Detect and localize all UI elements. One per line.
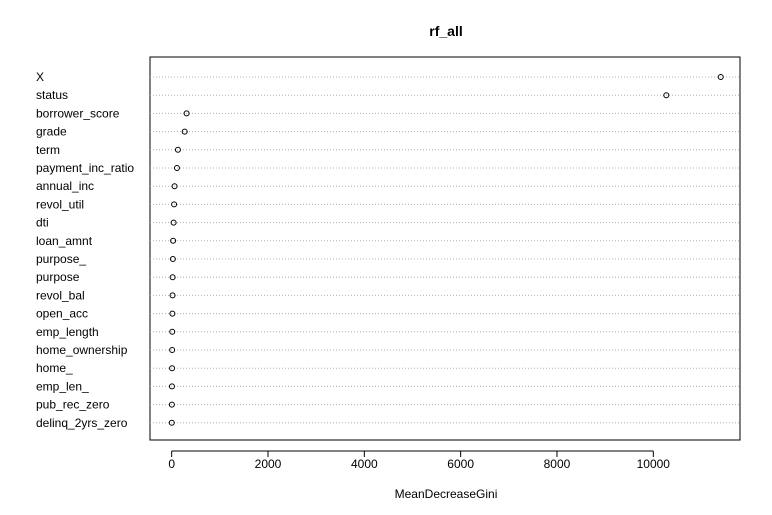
y-tick-label: status bbox=[36, 88, 68, 102]
y-tick-label: X bbox=[36, 70, 44, 84]
data-point bbox=[169, 347, 176, 353]
data-point bbox=[168, 401, 175, 408]
data-point bbox=[168, 383, 175, 390]
y-tick-label: purpose bbox=[36, 270, 80, 284]
x-tick-label: 10000 bbox=[637, 457, 671, 471]
data-points bbox=[168, 74, 724, 426]
data-point bbox=[169, 328, 176, 335]
y-tick-label: borrower_score bbox=[36, 106, 120, 120]
y-tick-label: emp_length bbox=[36, 325, 99, 339]
data-point bbox=[170, 237, 177, 244]
y-tick-label: payment_inc_ratio bbox=[36, 161, 134, 175]
x-tick-label: 8000 bbox=[544, 457, 571, 471]
y-tick-label: pub_rec_zero bbox=[36, 398, 110, 412]
y-tick-label: annual_inc bbox=[36, 179, 94, 193]
x-tick-label: 2000 bbox=[255, 457, 282, 471]
y-tick-label: grade bbox=[36, 125, 67, 139]
chart-title: rf_all bbox=[429, 23, 462, 39]
y-tick-label: delinq_2yrs_zero bbox=[36, 416, 128, 430]
y-tick-label: open_acc bbox=[36, 307, 88, 321]
data-point bbox=[168, 419, 175, 426]
data-point bbox=[169, 274, 176, 281]
x-axis-title: MeanDecreaseGini bbox=[395, 487, 498, 501]
y-tick-label: loan_amnt bbox=[36, 234, 93, 248]
data-point bbox=[169, 256, 176, 262]
y-tick-label: emp_len_ bbox=[36, 379, 89, 393]
data-point bbox=[169, 310, 176, 317]
data-point bbox=[169, 292, 176, 299]
x-axis: 0 2000 4000 6000 8000 10000 bbox=[168, 450, 671, 471]
data-point bbox=[663, 92, 670, 99]
data-point bbox=[173, 165, 180, 171]
y-tick-label: home_ bbox=[36, 361, 73, 375]
plot-box bbox=[149, 56, 741, 441]
y-tick-label: revol_util bbox=[36, 197, 84, 211]
data-point bbox=[174, 146, 181, 153]
y-tick-label: dti bbox=[36, 216, 49, 230]
data-point bbox=[171, 201, 178, 208]
y-tick-label: home_ownership bbox=[36, 343, 128, 357]
y-tick-label: revol_bal bbox=[36, 288, 85, 302]
data-point bbox=[170, 219, 177, 226]
data-point bbox=[169, 365, 176, 372]
data-point bbox=[183, 110, 190, 117]
x-tick-label: 0 bbox=[168, 457, 175, 471]
y-tick-label: term bbox=[36, 143, 60, 157]
data-point bbox=[181, 128, 188, 135]
x-tick-label: 6000 bbox=[447, 457, 474, 471]
data-point bbox=[717, 74, 724, 80]
data-point bbox=[171, 183, 178, 190]
gridlines bbox=[150, 76, 740, 424]
y-tick-label: purpose_ bbox=[36, 252, 86, 266]
x-tick-label: 4000 bbox=[351, 457, 378, 471]
